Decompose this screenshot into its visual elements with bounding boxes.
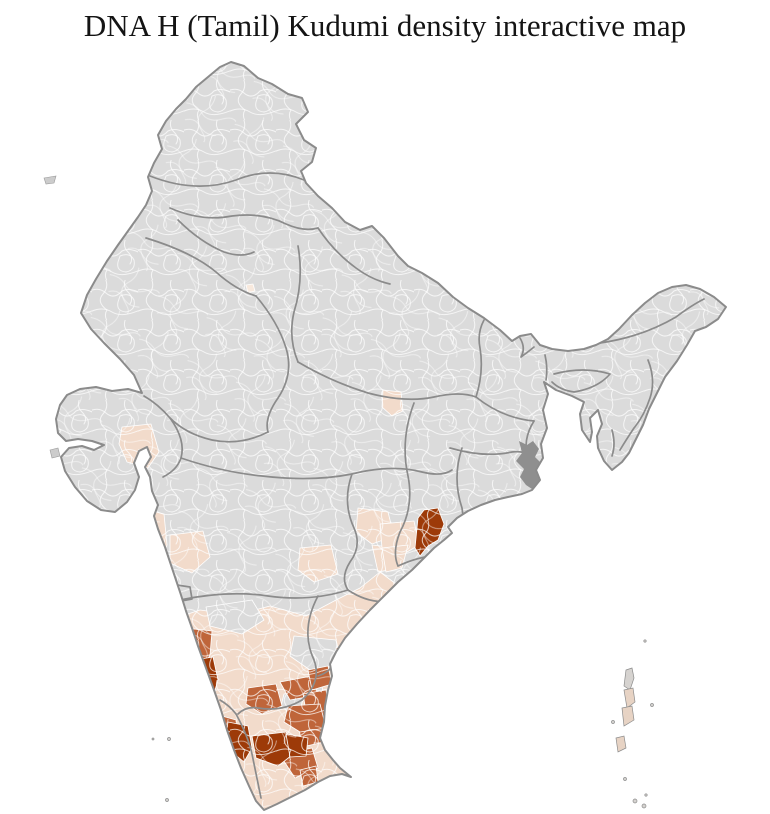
state-border-rajasthan-gujarat [143,395,269,443]
state-border-hp-south [169,207,319,231]
state-border-meghalaya [551,369,611,393]
state-border-kerala-tamilnadu [235,713,262,799]
state-border-punjab-haryana [177,219,255,256]
state-border-assam-mizoram [611,429,615,457]
car-nicobar-island[interactable] [623,777,627,781]
sundarbans-delta-shape [516,441,543,491]
state-border-mp-maharashtra [180,457,453,480]
state-border-uttarakhand [317,227,391,285]
state-border-rajasthan-east [255,295,290,433]
state-border-maharashtra-karnataka [179,589,349,601]
nicobar-islet[interactable] [641,803,647,809]
state-border-maharashtra-telangana [343,473,359,591]
middle-andaman-island[interactable] [623,687,636,709]
lakshadweep-islands[interactable] [151,737,171,802]
state-borders [143,172,705,799]
state-border-bihar-jharkhand [475,396,535,422]
state-border-kerala-karnataka [219,699,237,715]
lakshadweep-islet[interactable] [165,798,169,802]
page-title: DNA H (Tamil) Kudumi density interactive… [83,8,687,43]
state-border-up-west [290,245,302,363]
state-border-sikkim [519,337,535,358]
andaman-islet-west[interactable] [611,720,615,724]
sundarbans-islet [537,489,541,493]
state-border-jk-hp [149,172,305,187]
andaman-islet-east[interactable] [650,703,654,707]
andaman-nicobar-islands[interactable] [611,639,654,809]
state-border-up-bihar [475,319,485,398]
sundarbans-islet [542,484,546,488]
state-border-bengal-corridor [544,354,548,381]
south-andaman-island[interactable] [621,705,635,727]
little-andaman-island[interactable] [615,735,627,753]
state-border-karnataka-east [301,595,319,701]
andaman-islet-north[interactable] [643,639,647,643]
great-nicobar-island[interactable] [632,798,638,804]
lakshadweep-islet[interactable] [167,737,171,741]
state-border-up-mp [297,361,477,401]
kutch-creek-islet [49,447,61,459]
state-border-chhattisgarh-west [394,402,415,567]
lakshadweep-islet[interactable] [151,737,155,741]
north-andaman-island[interactable] [623,667,635,691]
state-border-karnataka-tamilnadu [237,699,303,715]
west-border-fragment [43,175,57,185]
state-border-assam-arunachal [599,298,705,344]
west-fragments [43,175,61,459]
state-border-nagaland-manipur [619,359,654,451]
nicobar-islet[interactable] [644,793,648,797]
state-border-rajasthan-north [145,237,257,297]
